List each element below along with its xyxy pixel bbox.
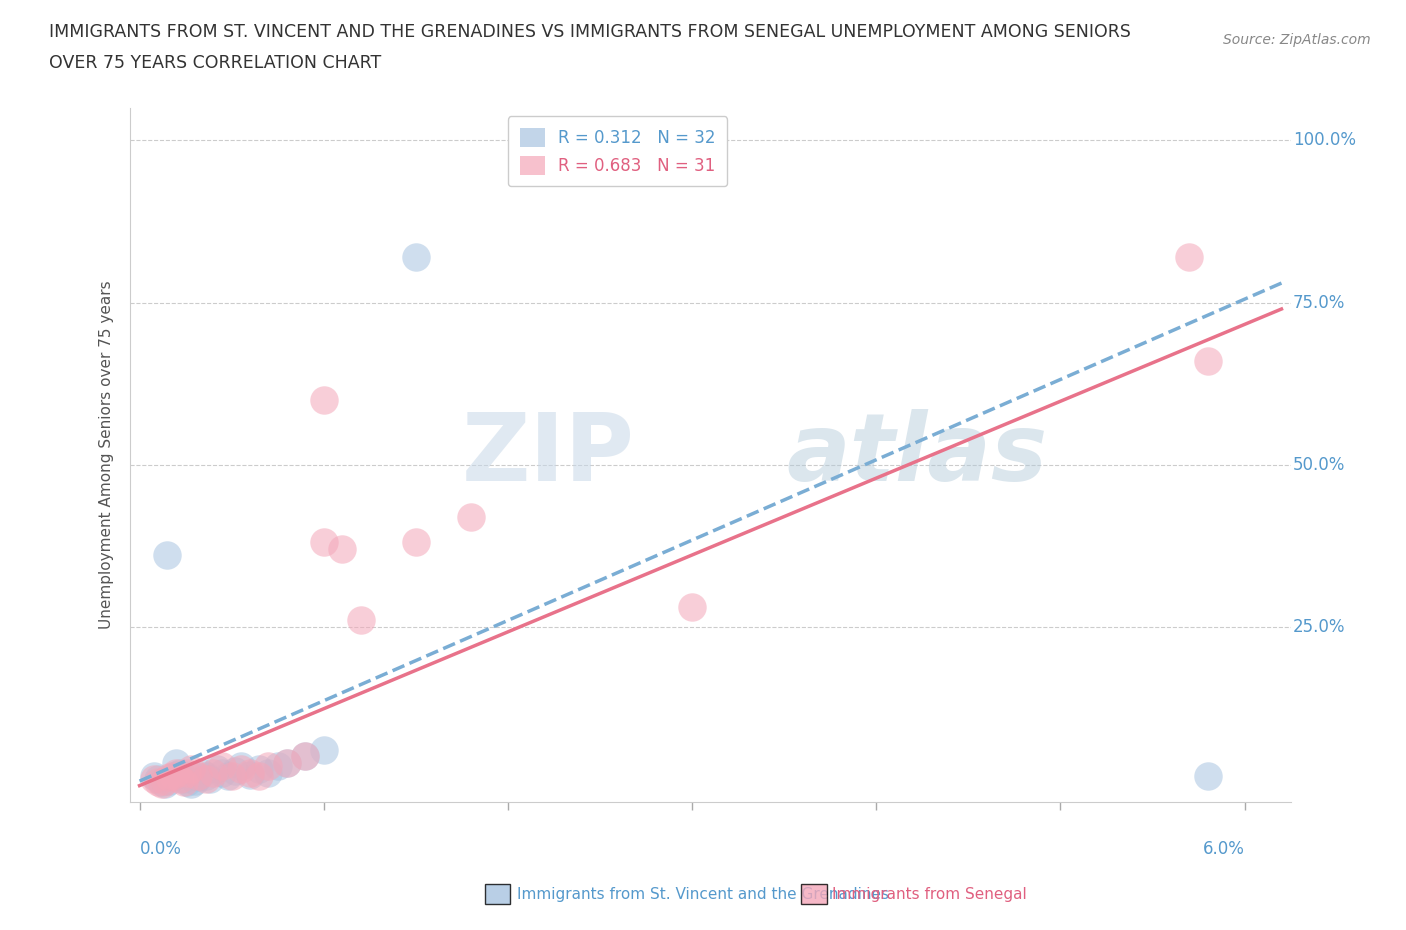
Y-axis label: Unemployment Among Seniors over 75 years: Unemployment Among Seniors over 75 years [100,281,114,630]
Point [330,541,353,556]
Point [143,772,166,787]
Point [173,772,195,787]
Point [276,755,298,770]
Point [157,770,180,785]
Point [1178,249,1201,264]
Point [205,762,228,777]
Point [229,759,252,774]
Point [224,764,246,778]
Point [239,767,262,782]
Point [176,765,198,780]
Point [239,765,262,780]
Point [184,774,207,789]
Text: 75.0%: 75.0% [1294,294,1346,312]
Point [176,775,198,790]
Text: atlas: atlas [786,409,1047,501]
Legend: R = 0.312   N = 32, R = 0.683   N = 31: R = 0.312 N = 32, R = 0.683 N = 31 [508,116,727,187]
Point [165,765,187,780]
Point [460,509,482,524]
Point [1197,768,1219,783]
Point [157,774,180,789]
Text: IMMIGRANTS FROM ST. VINCENT AND THE GRENADINES VS IMMIGRANTS FROM SENEGAL UNEMPL: IMMIGRANTS FROM ST. VINCENT AND THE GREN… [49,23,1130,41]
Text: 6.0%: 6.0% [1202,840,1244,858]
Point [150,775,173,790]
Point [276,755,298,770]
Text: Immigrants from St. Vincent and the Grenadines: Immigrants from St. Vincent and the Gren… [517,887,890,902]
Point [165,755,187,770]
Point [211,765,233,780]
Point [1197,353,1219,368]
Point [150,777,173,791]
Point [194,768,217,783]
Point [155,774,177,789]
Point [180,762,202,777]
Point [155,777,177,791]
Point [194,772,217,787]
Text: 25.0%: 25.0% [1294,618,1346,636]
Text: OVER 75 YEARS CORRELATION CHART: OVER 75 YEARS CORRELATION CHART [49,54,381,72]
Point [221,768,243,783]
Point [198,772,221,787]
Point [312,742,335,757]
Point [146,775,169,790]
Point [247,768,270,783]
Point [169,772,191,787]
Point [257,759,280,774]
Point [229,762,252,777]
Point [162,768,184,783]
Point [165,767,187,782]
Point [187,770,209,785]
Point [173,775,195,790]
Text: 0.0%: 0.0% [139,840,181,858]
Point [156,548,179,563]
Text: Immigrants from Senegal: Immigrants from Senegal [832,887,1028,902]
Text: 100.0%: 100.0% [1294,131,1355,150]
Point [211,759,233,774]
Text: Source: ZipAtlas.com: Source: ZipAtlas.com [1223,33,1371,46]
Point [146,772,169,787]
Point [187,768,209,783]
Point [180,777,202,791]
Point [217,768,239,783]
Point [349,613,371,628]
Point [247,762,270,777]
Point [143,768,166,783]
Point [191,765,214,780]
Point [266,759,288,774]
Text: 50.0%: 50.0% [1294,456,1346,473]
Point [312,535,335,550]
Point [202,765,225,780]
Text: ZIP: ZIP [463,409,636,501]
Point [294,749,316,764]
Point [405,535,427,550]
Point [162,770,184,785]
Point [257,765,280,780]
Point [312,392,335,407]
Point [169,765,191,780]
Point [294,749,316,764]
Point [681,600,703,615]
Point [405,249,427,264]
